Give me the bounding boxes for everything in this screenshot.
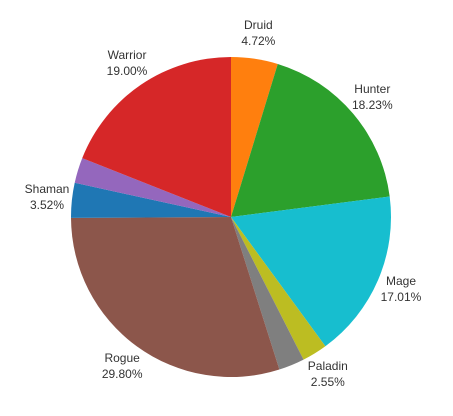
- slice-value-label: 29.80%: [102, 367, 143, 381]
- slice-value-label: 3.52%: [30, 198, 64, 212]
- pie-slice: [82, 57, 231, 217]
- slice-value-label: 4.72%: [241, 34, 275, 48]
- slice-label: Rogue: [104, 351, 140, 365]
- pie-slice: [74, 158, 231, 217]
- slice-value-label: 18.23%: [352, 98, 393, 112]
- slice-label: Warrior: [108, 48, 147, 62]
- pie-slice: [231, 63, 390, 217]
- pie-slice: [71, 217, 280, 378]
- slice-value-label: 17.01%: [381, 290, 422, 304]
- slice-label: Hunter: [354, 82, 390, 96]
- slice-label: Mage: [386, 274, 416, 288]
- pie-slice: [231, 57, 278, 217]
- slice-value-label: 19.00%: [107, 64, 148, 78]
- pie-slice: [231, 217, 326, 360]
- slice-value-label: 2.55%: [311, 375, 345, 389]
- pie-slice: [231, 196, 391, 347]
- pie-slice: [231, 217, 304, 370]
- pie-slice: [71, 182, 231, 218]
- slice-label: Shaman: [25, 182, 70, 196]
- slice-label: Druid: [244, 18, 273, 32]
- slice-label: Paladin: [308, 359, 348, 373]
